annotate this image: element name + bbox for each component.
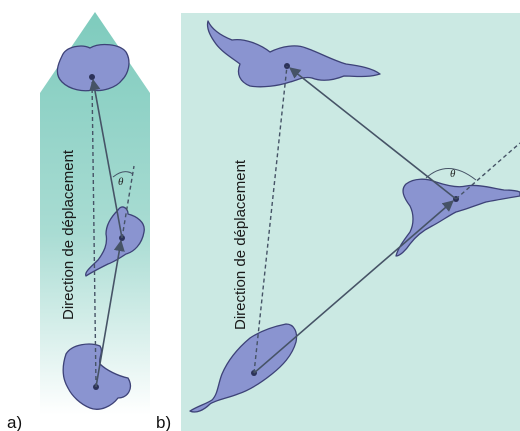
direction-label: Direction de déplacement: [232, 159, 249, 330]
angle-arc: [425, 168, 477, 181]
angle-reference-extension: [121, 165, 135, 239]
displacement-vector-3-to-2: [95, 239, 125, 388]
net-displacement-line: [91, 79, 97, 388]
displacement-vector-2-to-1: [89, 78, 123, 239]
cell-position-3: [62, 343, 132, 410]
cell-position-1: [206, 20, 381, 88]
displacement-vector-3-to-2: [253, 200, 454, 374]
angle-reference-extension: [455, 142, 520, 200]
direction-label: Direction de déplacement: [60, 149, 77, 320]
panel-b-label: b): [156, 413, 171, 431]
net-displacement-line: [253, 65, 288, 374]
migration-direction-arrow: [40, 12, 150, 415]
panel-b: θ Direction de déplacement: [181, 13, 520, 431]
displacement-vector-2-to-1: [289, 67, 457, 200]
nucleus-1: [89, 74, 95, 80]
cell-position-1: [56, 43, 130, 92]
angle-theta-label: θ: [450, 168, 456, 180]
cell-position-3: [189, 323, 298, 413]
angle-arc: [112, 171, 134, 178]
angle-theta-label: θ: [118, 176, 124, 188]
panel-a: θ Direction de déplacement: [40, 12, 150, 415]
cell-position-2: [395, 178, 520, 257]
panel-a-label: a): [7, 413, 22, 431]
